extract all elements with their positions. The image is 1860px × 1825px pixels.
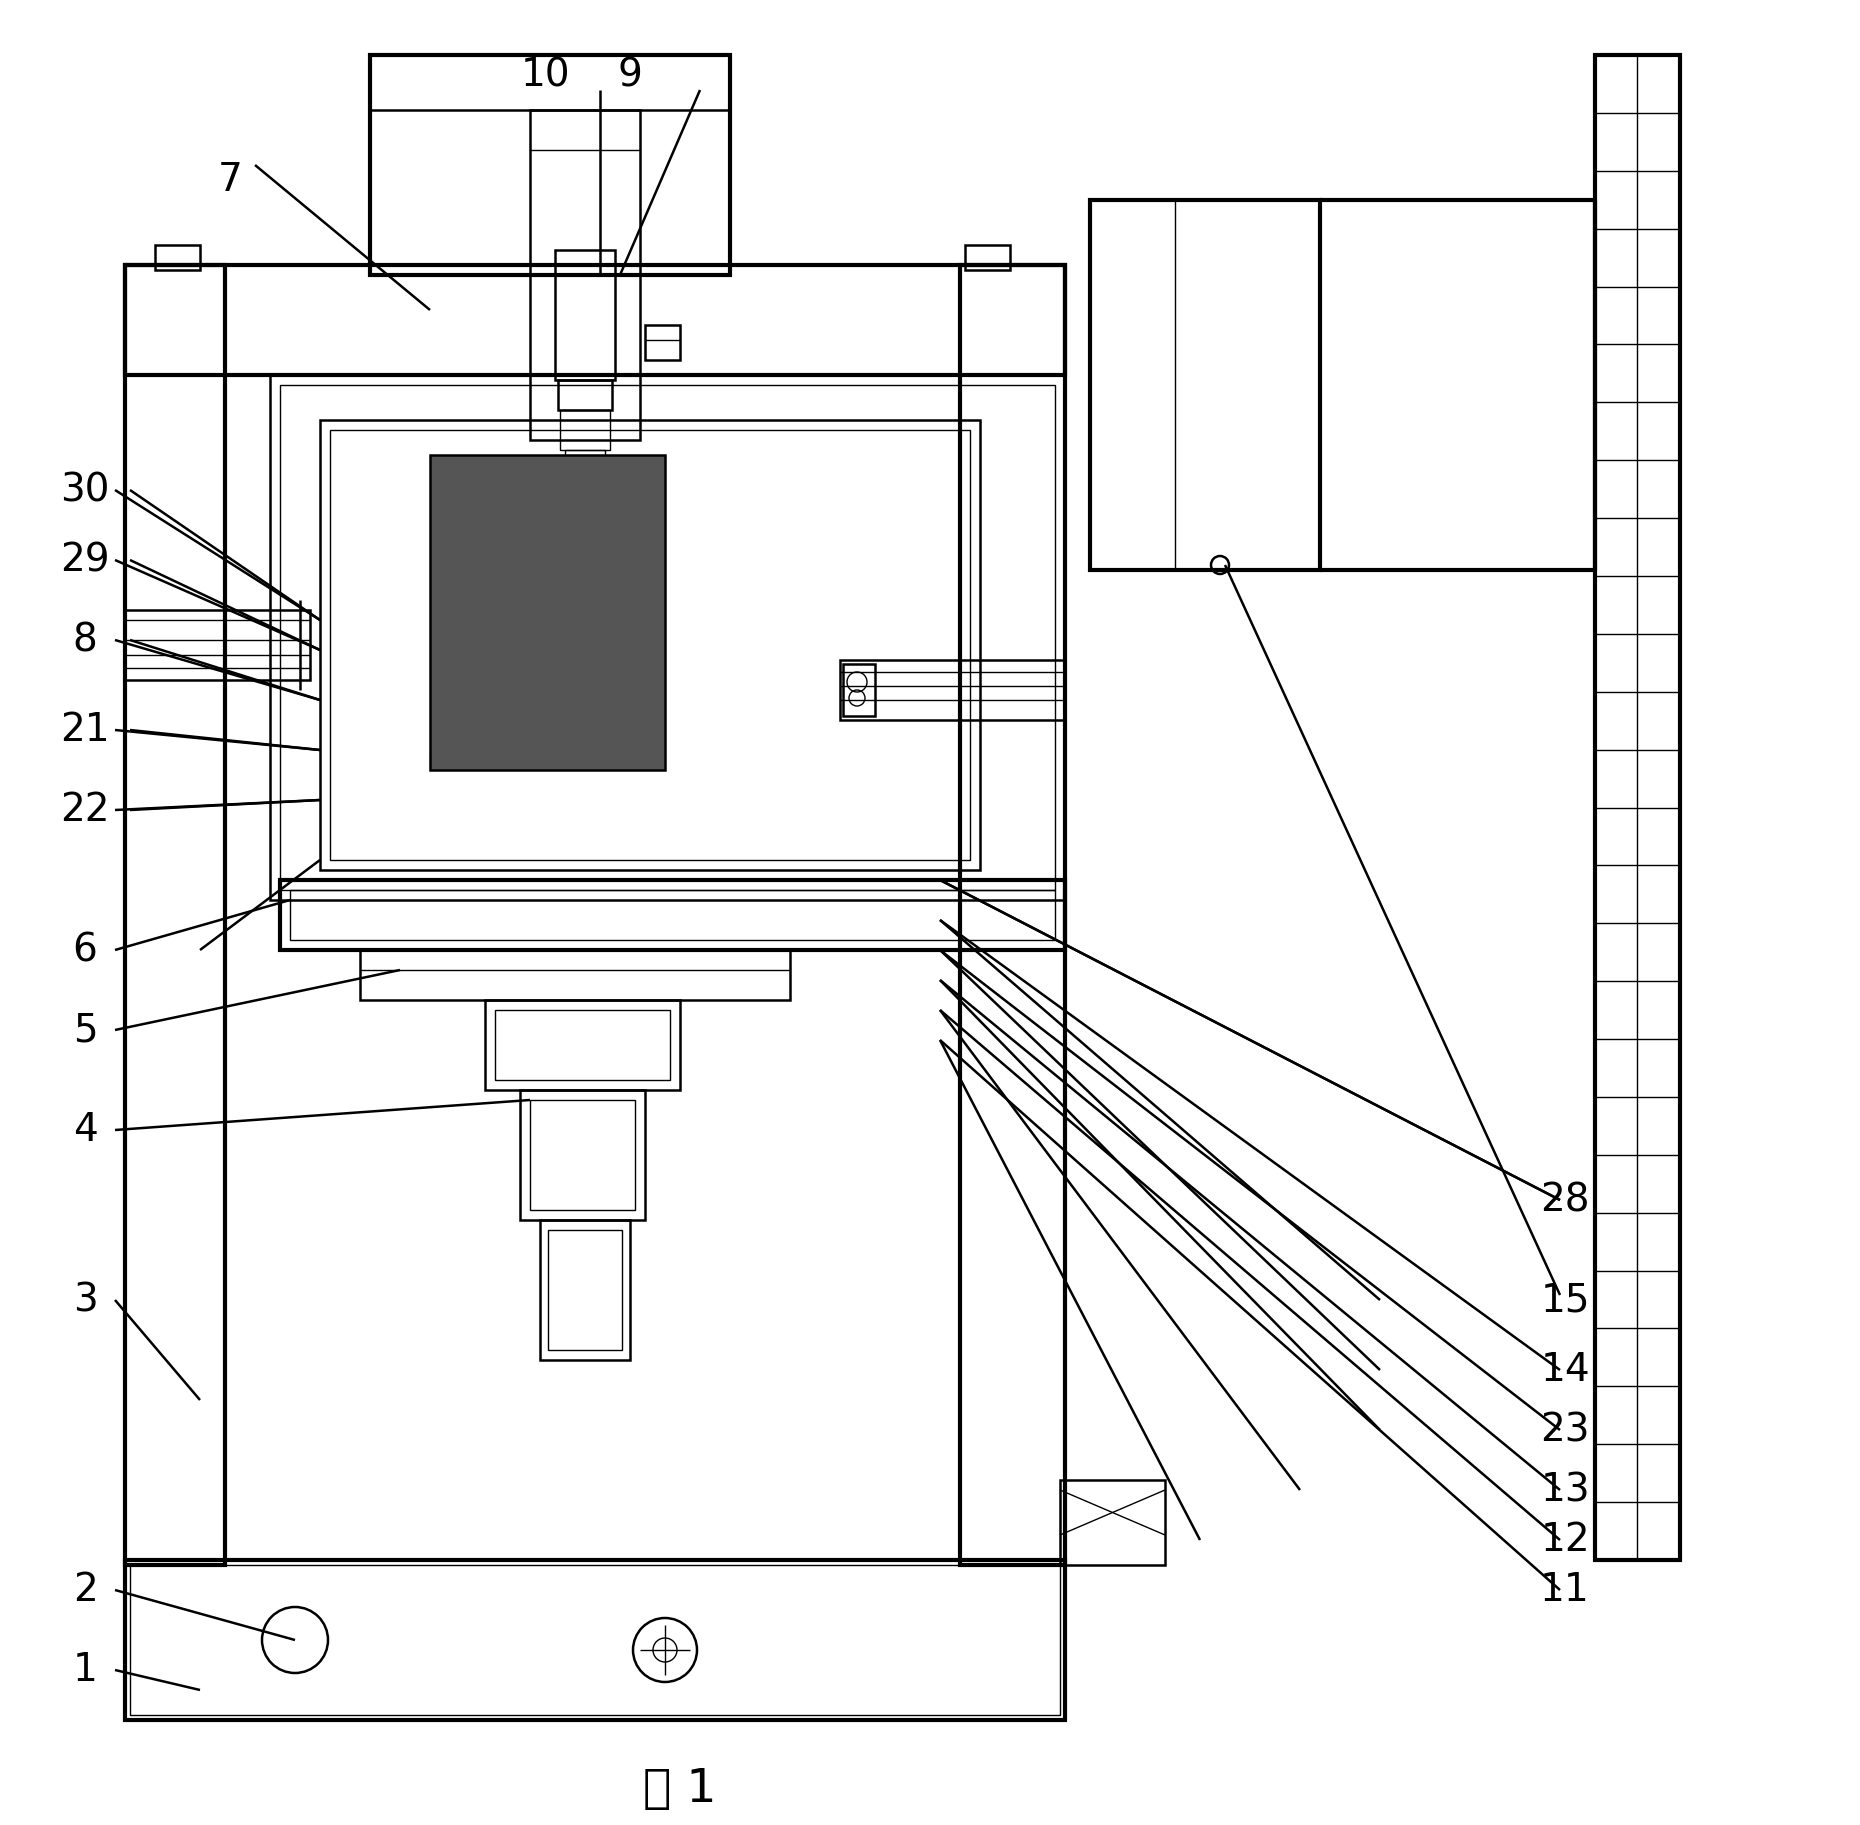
Bar <box>841 661 1066 721</box>
Bar <box>125 265 225 1566</box>
Text: 6: 6 <box>73 931 97 969</box>
Bar <box>130 1566 1060 1715</box>
Text: 5: 5 <box>73 1011 97 1049</box>
Bar <box>125 265 1066 374</box>
Bar <box>329 431 971 860</box>
Bar <box>554 250 616 380</box>
Text: 29: 29 <box>60 540 110 579</box>
Text: 12: 12 <box>1540 1520 1590 1559</box>
Text: 2: 2 <box>73 1571 97 1610</box>
Bar <box>521 1090 645 1219</box>
Bar <box>361 951 790 1000</box>
Bar <box>125 1560 1066 1719</box>
Bar <box>539 1219 631 1360</box>
Text: 11: 11 <box>1540 1571 1590 1610</box>
Bar <box>495 1009 670 1080</box>
Text: 8: 8 <box>73 620 97 659</box>
Bar <box>281 880 1066 951</box>
Text: 22: 22 <box>60 790 110 829</box>
Bar <box>1090 201 1321 569</box>
Text: 9: 9 <box>618 57 642 95</box>
Text: 1: 1 <box>73 1652 97 1688</box>
Bar <box>270 374 1066 900</box>
Text: 23: 23 <box>1540 1411 1590 1449</box>
Bar <box>1596 55 1680 1560</box>
Bar <box>558 380 612 411</box>
Bar <box>565 451 604 471</box>
Bar <box>530 1100 634 1210</box>
Bar <box>370 55 729 276</box>
Bar <box>430 454 666 770</box>
Bar <box>320 420 980 871</box>
Text: 13: 13 <box>1540 1471 1590 1509</box>
Text: 15: 15 <box>1540 1281 1590 1319</box>
Bar <box>290 891 1055 940</box>
Text: 10: 10 <box>521 57 569 95</box>
Bar <box>1060 1480 1164 1566</box>
Bar <box>549 1230 621 1350</box>
Bar <box>645 325 681 360</box>
Bar <box>960 265 1066 1566</box>
Bar <box>154 245 201 270</box>
Text: 7: 7 <box>218 161 242 199</box>
Bar <box>281 385 1055 891</box>
Text: 30: 30 <box>60 471 110 509</box>
Text: 28: 28 <box>1540 1181 1590 1219</box>
Text: 4: 4 <box>73 1111 97 1150</box>
Bar <box>485 1000 681 1090</box>
Bar <box>560 411 610 451</box>
Bar <box>530 110 640 440</box>
Text: 图 1: 图 1 <box>644 1767 716 1812</box>
Text: 3: 3 <box>73 1281 97 1319</box>
Bar <box>125 610 311 681</box>
Bar <box>843 664 874 715</box>
Bar <box>965 245 1010 270</box>
Text: 21: 21 <box>60 712 110 748</box>
Text: 14: 14 <box>1540 1350 1590 1389</box>
